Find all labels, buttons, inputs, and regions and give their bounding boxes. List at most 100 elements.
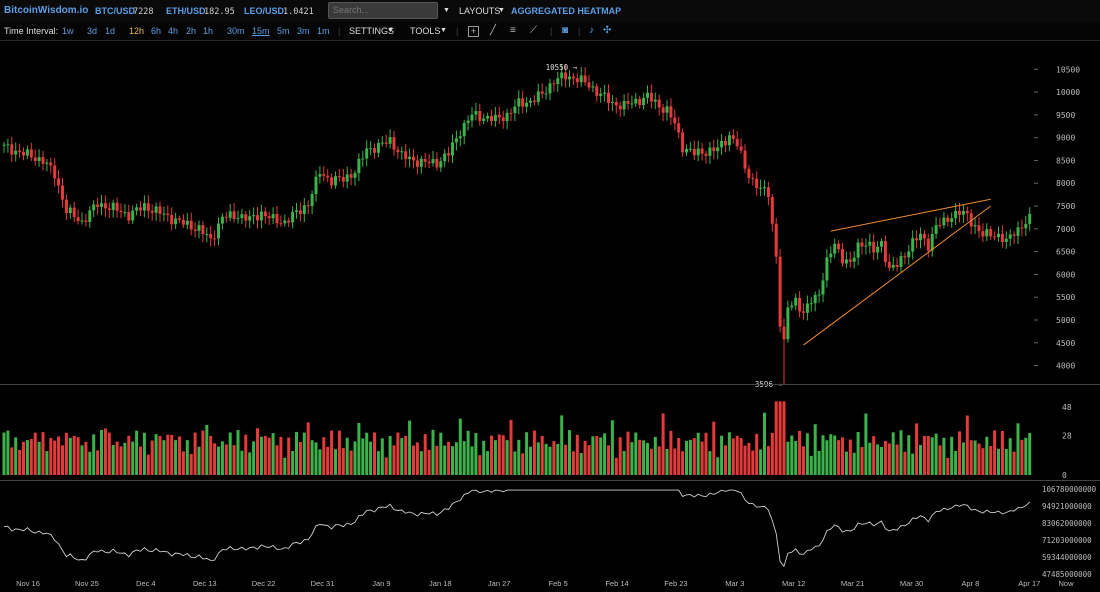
candle-body (369, 148, 373, 150)
candle-body (876, 246, 880, 253)
volume-bar (548, 446, 552, 475)
time-tick-label: Mar 21 (841, 579, 864, 588)
volume-bar (575, 434, 579, 475)
fullscreen-icon[interactable]: ✣ (603, 25, 612, 36)
candle-body (579, 75, 583, 83)
candle-body (41, 157, 45, 164)
candle-body (88, 210, 92, 222)
search-input[interactable] (328, 2, 438, 19)
volume-bar (68, 437, 72, 475)
interval-1d[interactable]: 1d (105, 26, 116, 36)
layouts-chevron-down-icon[interactable]: ▼ (498, 7, 505, 14)
volume-bar (318, 449, 322, 475)
volume-bar (755, 433, 759, 475)
volume-bar (969, 440, 973, 475)
interval-2h[interactable]: 2h (186, 26, 197, 36)
volume-bar (930, 437, 934, 475)
volume-bar (1012, 451, 1016, 475)
time-tick-label: Dec 22 (252, 579, 276, 588)
interval-15m[interactable]: 15m (252, 26, 270, 36)
volume-bar (864, 413, 868, 475)
volume-bar (189, 453, 193, 475)
fibonacci-tool-icon[interactable]: ⟋ (530, 25, 537, 36)
candle-body (392, 137, 396, 150)
candle-body (571, 76, 575, 79)
volume-bar (248, 452, 252, 475)
aggregated-heatmap-link[interactable]: AGGREGATED HEATMAP (511, 6, 622, 16)
volume-bar (965, 415, 969, 475)
ticker-btc-pair[interactable]: BTC/USD (95, 6, 135, 16)
candle-body (209, 233, 213, 239)
alarm-bell-icon[interactable]: ♪ (589, 25, 594, 36)
crosshair-icon[interactable]: + (468, 26, 479, 37)
candle-body (720, 140, 724, 148)
interval-1m[interactable]: 1m (317, 26, 330, 36)
interval-12h[interactable]: 12h (129, 26, 145, 36)
volume-bar (595, 435, 599, 475)
volume-bar (373, 432, 376, 475)
volume-bar (614, 457, 618, 475)
volume-bar (162, 440, 166, 475)
volume-bar (345, 437, 349, 475)
settings-chevron-down-icon[interactable]: ▼ (387, 27, 394, 34)
candle-body (314, 176, 318, 195)
volume-bar (100, 429, 103, 475)
horizontal-lines-tool-icon[interactable]: ≡ (510, 25, 516, 36)
settings-menu[interactable]: SETTINGS (349, 26, 395, 36)
candle-body (400, 151, 404, 153)
ticker-leo-pair[interactable]: LEO/USD (244, 6, 285, 16)
candle-body (22, 152, 25, 156)
volume-bar (770, 432, 774, 475)
volume-bar (330, 430, 334, 475)
candle-body (256, 215, 259, 221)
search-dropdown-icon[interactable]: ▼ (443, 7, 450, 14)
candle-body (322, 174, 326, 176)
candle-body (1028, 213, 1032, 224)
ticker-eth-pair[interactable]: ETH/USD (166, 6, 206, 16)
tools-chevron-down-icon[interactable]: ▼ (440, 27, 447, 34)
volume-bar (369, 441, 373, 475)
candle-body (692, 148, 696, 156)
price-tick-label: 9500 (1056, 111, 1075, 120)
candle-body (630, 103, 634, 105)
candle-body (540, 91, 544, 94)
interval-1w[interactable]: 1w (62, 26, 74, 36)
interval-3m[interactable]: 3m (297, 26, 310, 36)
candle-body (903, 256, 907, 258)
candle-body (1008, 234, 1012, 239)
volume-bar (954, 450, 958, 475)
camera-icon[interactable]: ◙ (562, 25, 569, 36)
candle-body (841, 249, 844, 264)
volume-bar (275, 445, 279, 475)
candle-body (45, 162, 49, 164)
layouts-menu[interactable]: LAYOUTS (459, 6, 501, 16)
interval-6h[interactable]: 6h (151, 26, 162, 36)
volume-bar (201, 430, 205, 475)
volume-bar (813, 424, 817, 475)
candle-body (486, 115, 490, 119)
interval-30m[interactable]: 30m (227, 26, 245, 36)
volume-bar (61, 445, 64, 475)
volume-bar (435, 445, 439, 475)
candle-body (92, 204, 96, 211)
candle-body (700, 148, 704, 154)
volume-bar (232, 445, 236, 475)
volume-bar (774, 401, 778, 475)
interval-1h[interactable]: 1h (203, 26, 214, 36)
tools-menu[interactable]: TOOLS (410, 26, 441, 36)
candle-body (610, 101, 614, 103)
candle-body (919, 233, 922, 241)
candle-body (154, 206, 158, 213)
price-tick-label: 6000 (1056, 270, 1075, 279)
price-chart[interactable]: 4000 4500 5000 5500 6000 6500 7000 7500 8000 8500… (0, 40, 1100, 592)
toolbar-divider: | (456, 26, 459, 36)
brand-logo[interactable]: BitcoinWisdom.io (4, 5, 89, 16)
trendline-tool-icon[interactable]: ╱ (490, 25, 497, 36)
candle-body (607, 92, 610, 103)
interval-4h[interactable]: 4h (168, 26, 179, 36)
toolbar-divider: | (338, 26, 341, 36)
interval-5m[interactable]: 5m (277, 26, 290, 36)
candle-body (794, 297, 798, 306)
time-tick-label: Apr 8 (961, 579, 979, 588)
interval-3d[interactable]: 3d (87, 26, 98, 36)
